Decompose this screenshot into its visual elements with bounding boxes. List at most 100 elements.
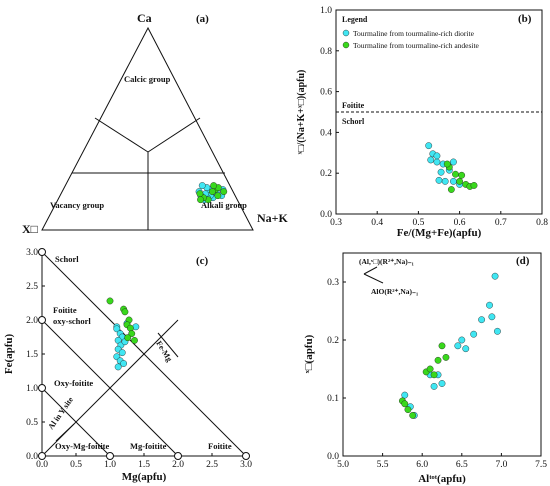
- data-point: [197, 196, 204, 204]
- y-tick-label: 0.8: [320, 47, 332, 57]
- data-point: [106, 297, 114, 305]
- data-point: [435, 176, 443, 184]
- y-tick-label: 0.5: [26, 418, 38, 428]
- data-point: [434, 356, 442, 364]
- data-point: [450, 177, 457, 185]
- panel-b-label: (b): [518, 13, 532, 25]
- label-schorl: Schorl: [55, 254, 79, 264]
- vector-label-top: (Al,ˣ□)(R²⁺,Na)₋₁: [359, 257, 414, 266]
- panel-c-endmember-circles: [38, 248, 250, 460]
- panel-b-ylabel: ˣ□/(Na+K+ˣ□)(apfu): [296, 70, 307, 156]
- panel-c-xlabel: Mg(apfu): [122, 471, 167, 483]
- data-point: [113, 325, 121, 333]
- y-tick-label: 0.6: [320, 88, 332, 98]
- y-tick-label: 3.0: [26, 248, 38, 258]
- data-point: [437, 168, 445, 176]
- data-point: [401, 400, 409, 408]
- end-member-marker: [38, 452, 46, 460]
- y-tick-label: 1.0: [320, 6, 332, 16]
- x-tick-label: 3.0: [240, 460, 252, 470]
- panel-c: (c) Schorl Foitite oxy-schorl Oxy-foitit…: [3, 248, 252, 483]
- data-point: [488, 313, 496, 321]
- panel-d-points: [398, 272, 501, 419]
- legend-marker-diorite: [342, 29, 350, 37]
- data-point: [456, 177, 463, 185]
- x-tick-label: 7.0: [495, 460, 507, 470]
- data-point: [438, 342, 446, 350]
- data-point: [404, 406, 412, 413]
- y-tick-label: 0.1: [327, 394, 339, 404]
- y-tick-label: 0.3: [327, 278, 339, 288]
- data-point: [478, 316, 485, 324]
- data-point: [430, 371, 438, 379]
- field-calcic: Calcic group: [124, 74, 171, 84]
- data-point: [118, 349, 126, 357]
- data-point: [470, 182, 478, 189]
- label-foitite-bottom: Foitite: [208, 441, 232, 451]
- data-point: [491, 272, 499, 280]
- data-point: [208, 188, 216, 196]
- legend-marker-andesite: [342, 41, 350, 49]
- data-point: [401, 391, 409, 399]
- label-fe-mg: Fe-Mg: [154, 339, 174, 363]
- foitite-label: Foitite: [342, 101, 365, 110]
- data-point: [450, 158, 457, 166]
- end-member-marker: [38, 316, 46, 324]
- data-point: [198, 182, 206, 189]
- data-point: [470, 330, 478, 338]
- data-point: [196, 190, 204, 198]
- x-tick-label: 6.0: [416, 460, 428, 470]
- x-tick-label: 0.8: [536, 218, 548, 228]
- label-mg-foitite: Mg-foitite: [130, 441, 167, 451]
- panel-d-ticks: 5.0 5.5 6.0 6.5 7.0 7.5 0.0 0.1 0.2 0.3: [327, 278, 547, 470]
- end-member-marker: [242, 452, 250, 460]
- panel-b: Foitite Schorl (b) Legend Tourmaline fro…: [296, 6, 548, 239]
- panel-b-xlabel: Fe/(Mg+Fe)(apfu): [397, 227, 482, 239]
- vector-label-bottom: AlO(R²⁺,Na)₋₁: [371, 287, 418, 296]
- panel-b-points: [425, 142, 478, 193]
- data-point: [433, 152, 441, 160]
- x-tick-label: 1.0: [104, 460, 116, 470]
- panel-b-ticks: 0.3 0.4 0.5 0.6 0.7 0.8 0.0 0.2 0.4 0.6 0.8 1.0: [320, 6, 548, 228]
- x-tick-label: 7.5: [535, 460, 547, 470]
- y-tick-label: 0.2: [327, 336, 339, 346]
- legend-title: Legend: [342, 15, 368, 24]
- panel-c-label: (c): [196, 255, 209, 267]
- apex-right-label: Na+K: [257, 211, 289, 225]
- y-tick-label: 1.5: [26, 350, 38, 360]
- data-point: [121, 308, 129, 316]
- data-point: [430, 382, 438, 390]
- panel-d-label: (d): [516, 255, 530, 267]
- data-point: [458, 336, 466, 344]
- label-al-y: Al in Y site: [46, 395, 75, 431]
- label-oxy-mg-foitite: Oxy-Mg-foitite: [55, 441, 110, 451]
- label-foitite-top: Foitite: [53, 305, 77, 315]
- panel-c-ylabel: Fe(apfu): [3, 334, 15, 375]
- y-tick-label: 0.2: [320, 169, 332, 179]
- data-point: [447, 186, 455, 193]
- y-tick-label: 0.4: [320, 128, 332, 138]
- data-point: [433, 158, 441, 166]
- panel-c-points: [106, 297, 140, 371]
- x-tick-label: 1.5: [138, 460, 150, 470]
- apex-left-label: X□: [22, 222, 38, 236]
- data-point: [128, 330, 136, 337]
- panel-a: Ca X□ Na+K (a) Calcic group Vacancy grou…: [22, 11, 289, 236]
- y-tick-label: 1.0: [26, 384, 38, 394]
- field-vacancy: Vacancy group: [50, 200, 104, 210]
- data-point: [486, 301, 493, 309]
- vacancy-boundary-upper: [94, 117, 149, 153]
- data-point: [462, 345, 470, 353]
- x-tick-label: 2.5: [206, 460, 218, 470]
- data-point: [458, 171, 466, 179]
- data-point: [425, 142, 433, 150]
- legend-label-andesite: Tourmaline from tourmaline-rich andesite: [353, 41, 480, 50]
- data-point: [438, 380, 446, 387]
- panel-a-points: [195, 182, 228, 204]
- end-member-marker: [106, 452, 114, 460]
- x-tick-label: 0.7: [495, 218, 507, 228]
- schorl-label: Schorl: [342, 117, 365, 126]
- apex-top-label: Ca: [137, 11, 152, 25]
- vector-fe-mg: [157, 332, 179, 358]
